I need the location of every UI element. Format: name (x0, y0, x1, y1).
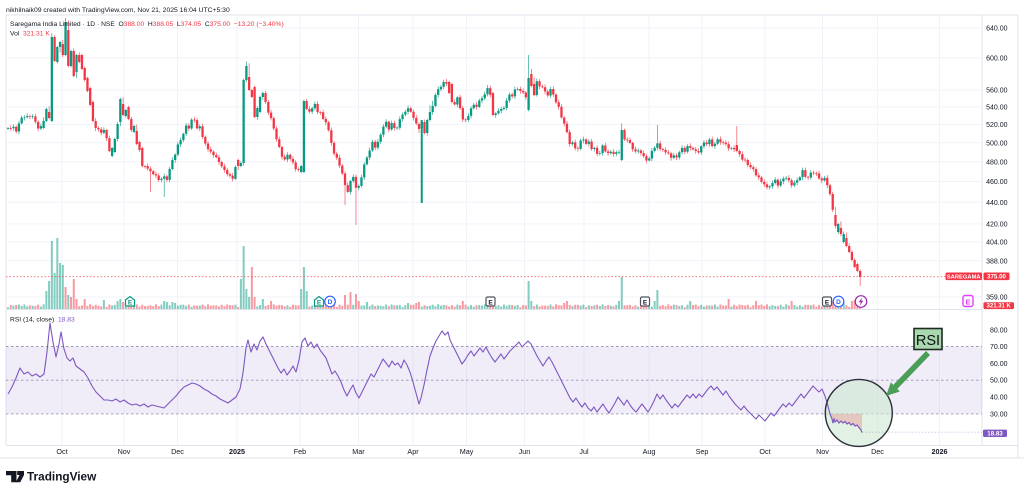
svg-text:359.00: 359.00 (986, 295, 1008, 302)
svg-text:Sep: Sep (696, 447, 709, 456)
svg-text:60.00: 60.00 (990, 361, 1008, 368)
svg-text:Dec: Dec (171, 447, 184, 456)
svg-text:30.00: 30.00 (990, 412, 1008, 419)
svg-text:Oct: Oct (759, 447, 770, 456)
svg-text:Oct: Oct (56, 447, 67, 456)
svg-text:480.00: 480.00 (986, 159, 1008, 166)
svg-text:E: E (488, 299, 493, 306)
svg-text:18.83: 18.83 (987, 430, 1003, 437)
svg-text:540.00: 540.00 (986, 105, 1008, 112)
svg-text:70.00: 70.00 (990, 344, 1008, 351)
svg-text:E: E (317, 300, 322, 307)
svg-text:600.00: 600.00 (986, 56, 1008, 63)
svg-text:E: E (965, 298, 970, 307)
svg-text:E: E (825, 299, 830, 306)
svg-text:2025: 2025 (229, 447, 245, 456)
svg-text:Nov: Nov (816, 447, 829, 456)
svg-text:440.00: 440.00 (986, 200, 1008, 207)
svg-text:50.00: 50.00 (990, 378, 1008, 385)
svg-text:2026: 2026 (932, 447, 948, 456)
svg-text:May: May (460, 447, 474, 456)
svg-text:RSI: RSI (916, 333, 940, 349)
svg-text:Nov: Nov (118, 447, 131, 456)
svg-text:500.00: 500.00 (986, 140, 1008, 147)
svg-text:375.00: 375.00 (987, 274, 1006, 281)
svg-text:388.00: 388.00 (986, 258, 1008, 265)
svg-text:Feb: Feb (294, 447, 306, 456)
svg-text:560.00: 560.00 (986, 88, 1008, 95)
svg-text:D: D (328, 299, 333, 306)
svg-text:nikhilnaik09 created with Trad: nikhilnaik09 created with TradingView.co… (6, 7, 230, 14)
svg-text:RSI (14, close) 18.83: RSI (14, close) 18.83 (10, 317, 75, 324)
svg-text:321.31 K: 321.31 K (987, 304, 1012, 310)
svg-text:460.00: 460.00 (986, 179, 1008, 186)
svg-text:Jul: Jul (579, 447, 589, 456)
svg-text:520.00: 520.00 (986, 122, 1008, 129)
svg-text:640.00: 640.00 (986, 26, 1008, 33)
svg-text:D: D (836, 299, 841, 306)
svg-text:Jun: Jun (519, 447, 531, 456)
svg-text:SAREGAMA: SAREGAMA (947, 274, 982, 280)
svg-text:E: E (128, 300, 133, 307)
svg-text:TradingView: TradingView (27, 470, 97, 484)
svg-text:80.00: 80.00 (990, 327, 1008, 334)
svg-text:Saregama India Limited · 1D ·: Saregama India Limited · 1D · NSE O388.0… (10, 21, 284, 28)
svg-text:Vol 321.31 K: Vol 321.31 K (10, 31, 50, 38)
svg-text:E: E (643, 299, 648, 306)
svg-text:Mar: Mar (352, 447, 365, 456)
svg-text:404.00: 404.00 (986, 240, 1008, 247)
svg-text:420.00: 420.00 (986, 222, 1008, 229)
svg-text:Aug: Aug (643, 447, 656, 456)
svg-text:Dec: Dec (871, 447, 884, 456)
svg-text:Apr: Apr (407, 447, 419, 456)
svg-text:40.00: 40.00 (990, 395, 1008, 402)
